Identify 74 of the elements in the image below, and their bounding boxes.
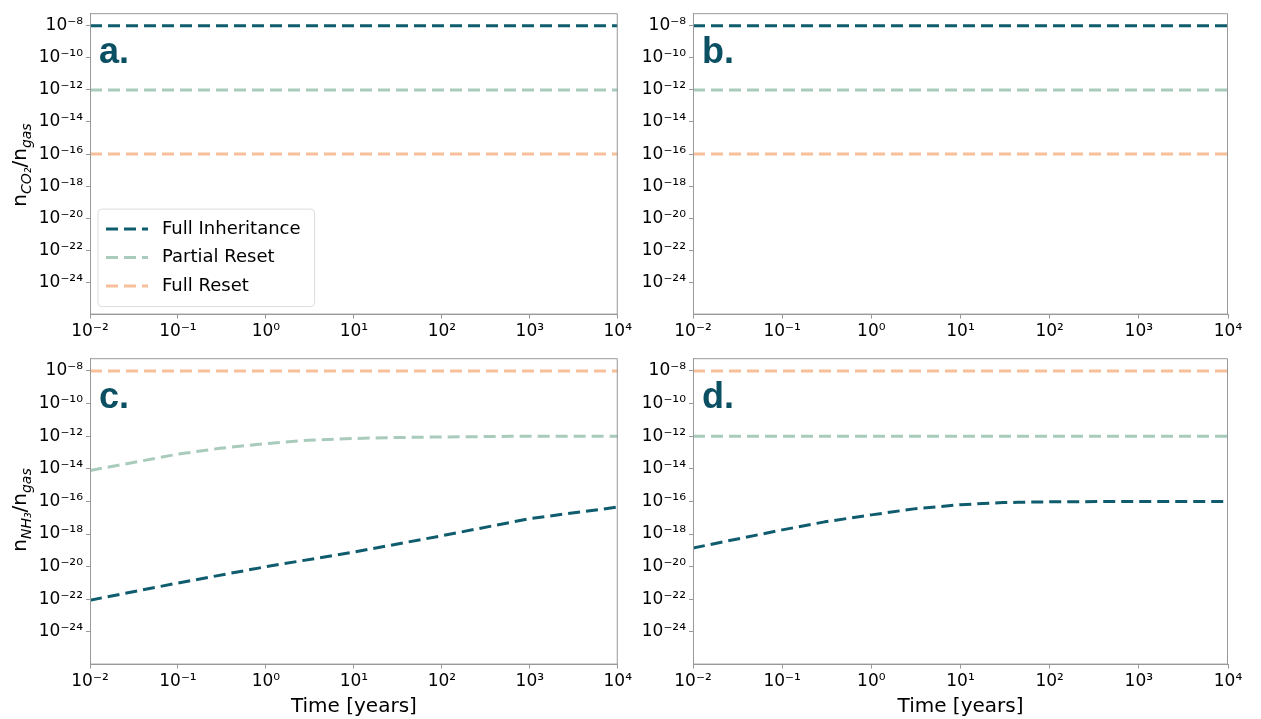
annotation: a.: [99, 30, 130, 72]
x-tick-label: 10⁻²: [71, 670, 109, 691]
y-tick-label: 10⁻¹²: [38, 78, 83, 99]
x-tick-label: 10²: [1035, 320, 1064, 341]
x-tick-label: 10³: [1124, 670, 1154, 691]
y-tick-label: 10⁻⁸: [45, 14, 84, 35]
y-tick-label: 10⁻¹⁰: [641, 46, 687, 67]
x-tick-label: 10²: [427, 320, 457, 341]
y-tick-label: 10⁻¹⁸: [38, 522, 84, 543]
y-tick-label: 10⁻¹⁶: [38, 489, 84, 510]
y-tick-label: 10⁻¹⁴: [641, 110, 687, 131]
x-tick-label: 10¹: [339, 670, 369, 691]
x-tick-label: 10⁴: [1213, 320, 1243, 341]
x-tick-label: 10¹: [339, 320, 369, 341]
legend-label: Partial Reset: [162, 245, 275, 267]
y-tick-label: 10⁻¹⁴: [38, 110, 84, 131]
y-tick-label: 10⁻²⁴: [641, 270, 687, 291]
x-tick-label: 10⁻²: [674, 670, 712, 691]
y-tick-label: 10⁻⁸: [45, 359, 84, 380]
x-tick-label: 10⁻²: [71, 320, 109, 341]
y-tick-label: 10⁻²⁴: [641, 620, 687, 641]
x-tick-label: 10⁻¹: [159, 320, 197, 341]
y-tick-label: 10⁻²²: [38, 587, 83, 608]
y-tick-label: 10⁻²⁰: [38, 206, 84, 227]
x-tick-label: 10⁻¹: [159, 670, 197, 691]
x-tick-label: 10⁰: [857, 320, 886, 341]
x-tick-label: 10³: [515, 670, 545, 691]
x-tick-label: 10⁻²: [674, 320, 712, 341]
y-tick-label: 10⁻²⁰: [641, 206, 687, 227]
x-tick-label: 10⁰: [251, 320, 281, 341]
y-tick-label: 10⁻⁸: [648, 14, 687, 35]
y-tick-label: 10⁻²⁰: [38, 555, 84, 576]
annotation: d.: [702, 375, 734, 417]
y-tick-label: 10⁻¹⁸: [38, 174, 84, 195]
y-tick-label: 10⁻¹²: [641, 78, 686, 99]
x-axis-title: Time [years]: [289, 693, 417, 718]
y-tick-label: 10⁻²²: [641, 587, 686, 608]
x-tick-label: 10⁴: [1213, 670, 1243, 691]
x-tick-label: 10⁴: [603, 320, 633, 341]
y-tick-label: 10⁻¹²: [38, 424, 83, 445]
y-tick-label: 10⁻²²: [641, 238, 686, 259]
annotation: b.: [702, 30, 734, 72]
annotation: c.: [99, 375, 130, 417]
y-tick-label: 10⁻¹⁰: [38, 46, 84, 67]
x-tick-label: 10⁴: [603, 670, 633, 691]
y-tick-label: 10⁻¹⁶: [641, 489, 687, 510]
y-tick-label: 10⁻¹⁴: [38, 457, 84, 478]
x-tick-label: 10⁰: [857, 670, 886, 691]
y-tick-label: 10⁻¹⁶: [641, 142, 687, 163]
legend-label: Full Reset: [162, 273, 249, 295]
x-tick-label: 10²: [1035, 670, 1064, 691]
y-tick-label: 10⁻²⁰: [641, 555, 687, 576]
x-tick-label: 10⁰: [251, 670, 281, 691]
y-tick-label: 10⁻²⁴: [38, 620, 84, 641]
x-tick-label: 10³: [515, 320, 545, 341]
legend-label: Full Inheritance: [162, 216, 301, 238]
y-tick-label: 10⁻¹⁰: [641, 391, 687, 412]
x-tick-label: 10¹: [946, 670, 975, 691]
y-tick-label: 10⁻¹⁸: [641, 174, 687, 195]
x-tick-label: 10²: [427, 670, 457, 691]
line-series: [90, 505, 618, 602]
x-tick-label: 10⁻¹: [763, 670, 801, 691]
x-tick-label: 10³: [1124, 320, 1154, 341]
x-tick-label: 10⁻¹: [763, 320, 801, 341]
y-tick-label: 10⁻²²: [38, 238, 83, 259]
y-tick-label: 10⁻¹⁰: [38, 391, 84, 412]
y-tick-label: 10⁻¹²: [641, 424, 686, 445]
y-tick-label: 10⁻¹⁶: [38, 142, 84, 163]
y-tick-label: 10⁻¹⁴: [641, 457, 687, 478]
x-axis-title: Time [years]: [896, 693, 1024, 718]
x-tick-label: 10¹: [946, 320, 975, 341]
y-tick-label: 10⁻²⁴: [38, 270, 84, 291]
y-tick-label: 10⁻¹⁸: [641, 522, 687, 543]
y-tick-label: 10⁻⁸: [648, 359, 687, 380]
